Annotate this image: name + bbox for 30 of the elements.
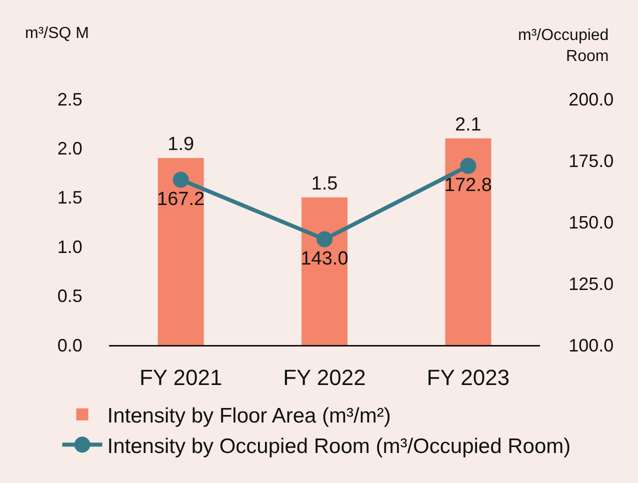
data-label: 1.5 — [311, 173, 338, 194]
x-tick-label: FY 2023 — [426, 364, 510, 390]
bar — [302, 197, 348, 345]
legend-label: Intensity by Floor Area (m³/m²) — [107, 404, 391, 428]
y-tick-label: 0.0 — [57, 335, 82, 356]
data-label: 172.8 — [444, 175, 492, 196]
point — [172, 172, 189, 188]
point — [316, 231, 332, 248]
data-label: 2.1 — [454, 114, 482, 136]
data-label: 167.2 — [157, 188, 205, 210]
y-tick-label: 1.5 — [57, 188, 82, 208]
y-tick-label: 2.0 — [57, 138, 82, 158]
y2-axis-title: m³/Occupied Room — [518, 27, 609, 65]
y2-tick-label: 150.0 — [568, 212, 614, 232]
legend-label: Intensity by Occupied Room (m³/Occupied Room) — [107, 434, 571, 458]
bar — [158, 158, 204, 345]
y-axis-title: m³/SQ M — [25, 25, 89, 42]
y2-tick-label: 100.0 — [568, 335, 614, 356]
y-tick-label: 2.5 — [57, 89, 82, 110]
y2-tick-label: 125.0 — [568, 274, 614, 294]
x-tick-label: FY 2021 — [139, 364, 222, 390]
data-label: 1.9 — [168, 134, 194, 156]
y2-tick-label: 175.0 — [568, 150, 614, 171]
y-tick-label: 1.0 — [57, 236, 82, 257]
bar — [445, 138, 492, 345]
data-label: 143.0 — [300, 248, 348, 270]
y2-tick-label: 200.0 — [568, 89, 614, 110]
x-tick-label: FY 2022 — [283, 364, 366, 390]
y-tick-label: 0.5 — [57, 286, 82, 306]
point — [460, 158, 476, 174]
